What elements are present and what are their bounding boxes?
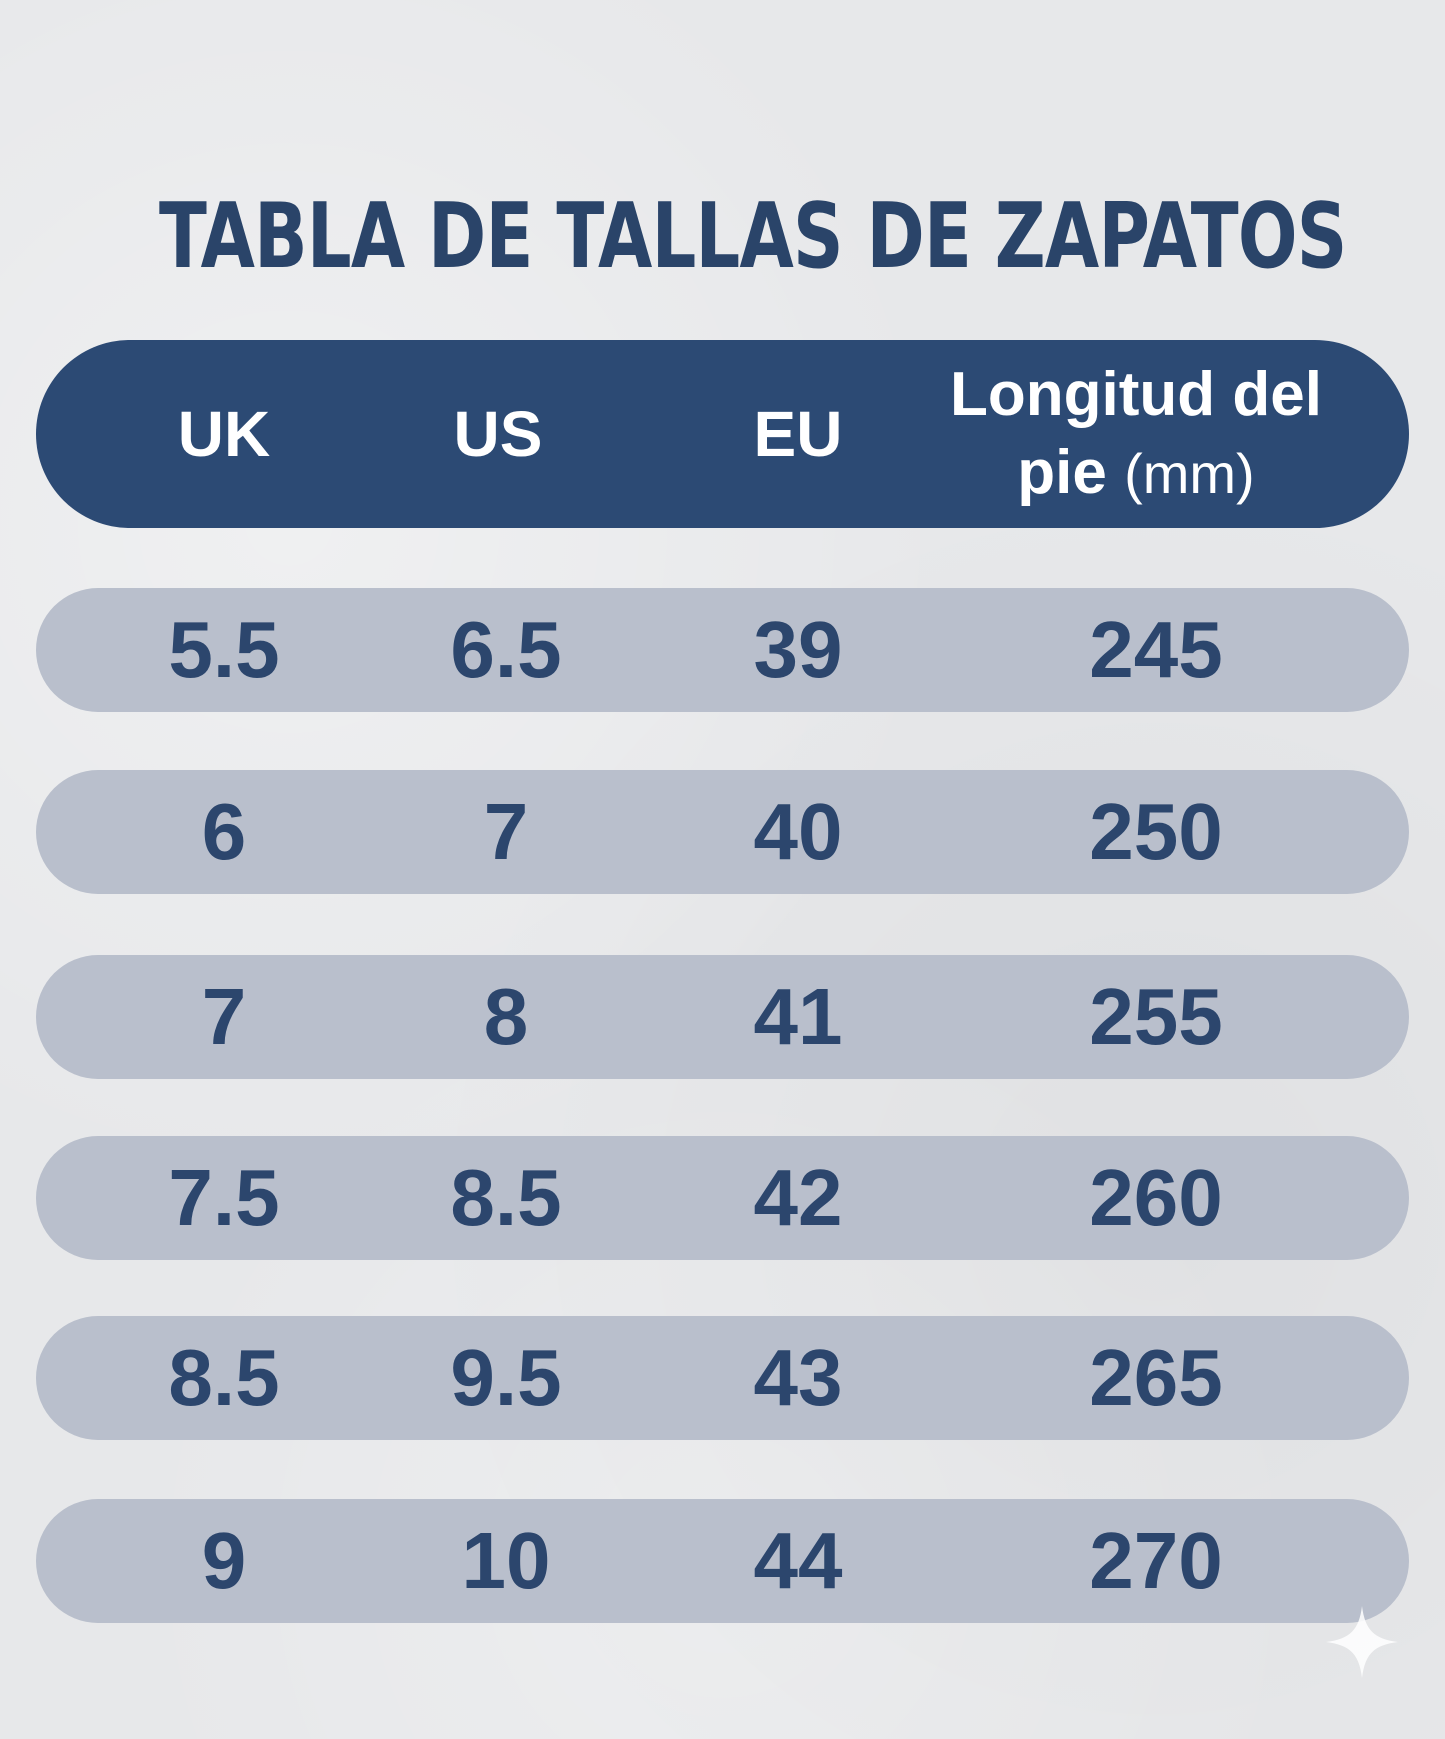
table-row: 7.5 8.5 42 260 bbox=[36, 1136, 1409, 1260]
cell-eu: 42 bbox=[753, 1153, 843, 1242]
table-row: 7 8 41 255 bbox=[36, 955, 1409, 1079]
cell-eu: 44 bbox=[753, 1516, 843, 1605]
table-row: 9 10 44 270 bbox=[36, 1499, 1409, 1623]
cell-us: 8 bbox=[483, 972, 529, 1061]
cell-foot-length: 265 bbox=[1089, 1333, 1223, 1422]
page-title: TABLA DE TALLAS DE ZAPATOS bbox=[158, 184, 1347, 289]
cell-us: 7 bbox=[483, 787, 529, 876]
table-header: UK US EU Longitud del pie (mm) bbox=[36, 340, 1409, 528]
cell-foot-length: 260 bbox=[1089, 1153, 1223, 1242]
header-foot-length-unit: (mm) bbox=[1124, 441, 1255, 505]
header-foot-length-word: pie bbox=[1017, 437, 1107, 507]
cell-foot-length: 250 bbox=[1089, 787, 1223, 876]
cell-eu: 41 bbox=[753, 972, 843, 1061]
cell-uk: 7 bbox=[201, 972, 247, 1061]
table-row: 5.5 6.5 39 245 bbox=[36, 588, 1409, 712]
header-uk: UK bbox=[177, 398, 271, 470]
table-row: 6 7 40 250 bbox=[36, 770, 1409, 894]
cell-eu: 40 bbox=[753, 787, 843, 876]
cell-foot-length: 255 bbox=[1089, 972, 1223, 1061]
header-foot-length-line1: Longitud del bbox=[950, 359, 1322, 429]
cell-us: 9.5 bbox=[450, 1333, 562, 1422]
cell-foot-length: 245 bbox=[1089, 605, 1223, 694]
cell-foot-length: 270 bbox=[1089, 1516, 1223, 1605]
cell-uk: 7.5 bbox=[168, 1153, 280, 1242]
cell-us: 10 bbox=[461, 1516, 551, 1605]
header-us: US bbox=[453, 398, 543, 470]
cell-uk: 9 bbox=[201, 1516, 247, 1605]
header-foot-length-line2: pie (mm) bbox=[1017, 434, 1254, 513]
header-eu: EU bbox=[753, 398, 843, 470]
cell-uk: 6 bbox=[201, 787, 247, 876]
cell-uk: 5.5 bbox=[168, 605, 280, 694]
table-row: 8.5 9.5 43 265 bbox=[36, 1316, 1409, 1440]
cell-eu: 43 bbox=[753, 1333, 843, 1422]
sparkle-icon bbox=[1326, 1606, 1398, 1678]
cell-us: 8.5 bbox=[450, 1153, 562, 1242]
cell-us: 6.5 bbox=[450, 605, 562, 694]
cell-eu: 39 bbox=[753, 605, 843, 694]
cell-uk: 8.5 bbox=[168, 1333, 280, 1422]
header-foot-length: Longitud del pie (mm) bbox=[906, 340, 1366, 528]
